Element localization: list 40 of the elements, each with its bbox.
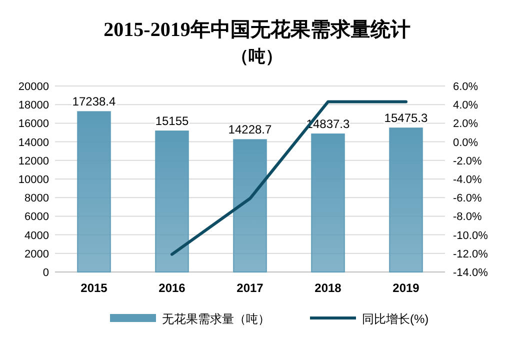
legend-label: 无花果需求量（吨） <box>162 312 270 326</box>
y2-tick-label: -4.0% <box>453 174 482 186</box>
y2-tick-label: -12.0% <box>453 248 488 260</box>
bar <box>233 139 267 272</box>
y-tick-label: 10000 <box>18 174 49 186</box>
y2-tick-label: 0.0% <box>453 136 478 149</box>
y-tick-label: 20000 <box>18 81 49 93</box>
x-tick-label: 2019 <box>392 281 420 295</box>
bar <box>389 128 423 272</box>
data-label: 17238.4 <box>72 94 116 109</box>
y-tick-label: 8000 <box>24 192 49 205</box>
y-tick-label: 16000 <box>18 118 49 130</box>
legend-label: 同比增长(%) <box>362 312 429 326</box>
x-tick-label: 2016 <box>158 281 186 295</box>
y2-tick-label: -2.0% <box>453 155 482 168</box>
y-tick-label: 6000 <box>24 211 49 224</box>
y-tick-label: 14000 <box>18 136 49 149</box>
x-tick-label: 2015 <box>80 281 108 295</box>
data-label: 15475.3 <box>384 111 428 126</box>
x-tick-label: 2018 <box>314 281 342 295</box>
y2-tick-label: -14.0% <box>453 267 488 279</box>
data-label: 14228.7 <box>228 122 272 137</box>
y2-tick-label: 4.0% <box>453 100 478 112</box>
y2-tick-label: -6.0% <box>453 192 482 205</box>
y-tick-label: 2000 <box>24 248 49 260</box>
y2-tick-label: -10.0% <box>453 230 488 242</box>
data-label: 15155 <box>155 114 190 128</box>
y2-tick-label: 6.0% <box>453 81 478 93</box>
y-tick-label: 12000 <box>18 155 49 168</box>
y-tick-label: 4000 <box>24 230 49 242</box>
bar <box>77 111 111 272</box>
y-tick-label: 0 <box>42 267 49 279</box>
y2-tick-label: 2.0% <box>453 118 478 130</box>
y2-tick-label: -8.0% <box>453 211 482 224</box>
x-tick-label: 2017 <box>236 281 264 295</box>
chart-subtitle: （吨） <box>232 47 282 66</box>
bar <box>311 134 345 272</box>
bar <box>155 130 189 272</box>
chart-title: 2015-2019年中国无花果需求量统计 <box>104 18 410 41</box>
y-tick-label: 18000 <box>18 100 49 112</box>
